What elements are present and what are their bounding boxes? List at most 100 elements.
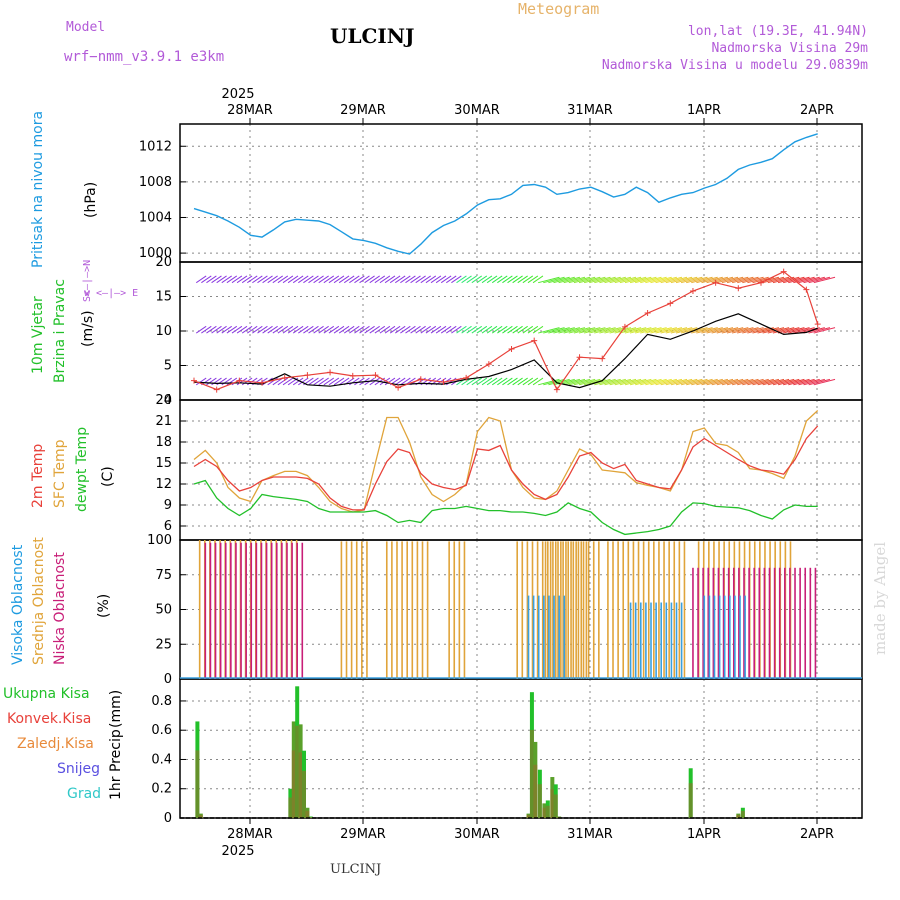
wind-barb (395, 377, 406, 386)
wind-barb (573, 276, 596, 284)
wind-barb (486, 377, 498, 386)
t2m-line (193, 425, 819, 511)
wind-gust-marker (508, 345, 515, 352)
wind-barb (420, 275, 431, 284)
wind-barb (328, 275, 340, 284)
wind-barb (762, 276, 785, 284)
wind-barb (277, 377, 289, 386)
wind-barb (808, 327, 831, 334)
wind-barb (660, 327, 683, 334)
y-tick-label: 5 (164, 359, 172, 374)
y-tick-label: 24 (155, 393, 172, 408)
wind-barb (461, 325, 472, 334)
wind-barb (604, 327, 626, 334)
wind-barb (686, 276, 708, 284)
wind-barb (635, 378, 657, 386)
wind-barb (277, 325, 289, 334)
wind-barb (726, 276, 749, 284)
wind-barb (195, 325, 207, 334)
y-tick-label: 9 (164, 498, 172, 513)
wind-barb (767, 276, 790, 284)
wind-barb (313, 275, 324, 284)
wind-barb (670, 378, 693, 386)
wind-barb (323, 275, 335, 284)
wind-barb (716, 378, 739, 386)
wind-barb (757, 327, 780, 334)
wind-barb (379, 377, 391, 386)
wind-barb (379, 275, 391, 284)
wind-barb (282, 325, 294, 334)
wind-barb (696, 276, 718, 284)
wind-barb (425, 325, 437, 334)
wind-barb (333, 275, 345, 284)
wind-barb (777, 378, 800, 386)
wind-barb (522, 377, 534, 386)
wind-barb (512, 275, 523, 284)
y-tick-label: 0 (164, 672, 172, 687)
wind-barb (338, 325, 350, 334)
panel-frame (179, 678, 863, 819)
wind-barb (298, 325, 309, 334)
wind-barb (481, 275, 493, 284)
wind-barb (384, 377, 396, 386)
wind-barb (782, 378, 805, 386)
wind-barb (359, 275, 370, 284)
wind-barb (308, 325, 319, 334)
wind-barb (721, 327, 744, 334)
wind-barb (435, 325, 447, 334)
precip-bar-conv (736, 814, 741, 818)
wind-barb (354, 275, 365, 284)
wind-barb (471, 325, 483, 334)
wind-barb (491, 377, 503, 386)
wind-barb (216, 325, 227, 334)
wind-barb (451, 325, 462, 334)
wind-barb (328, 377, 340, 386)
wind-barb (262, 275, 273, 284)
wind-barb (782, 327, 805, 334)
wind-barb (793, 378, 815, 386)
wind-barb (731, 276, 754, 284)
wind-barb (599, 276, 621, 284)
wind-barb (731, 327, 754, 334)
chart-type-label: Meteogram (518, 0, 600, 18)
wind-barb (589, 276, 611, 284)
y-tick-label: 12 (155, 477, 172, 492)
model-elevation-label: Nadmorska Visina u modelu 29.0839m (601, 58, 868, 73)
wind-barb (655, 276, 677, 284)
wind-barb (415, 325, 426, 334)
wind-barb (476, 377, 488, 386)
wind-barb (476, 275, 488, 284)
legend-zaledj: Zaledj.Kisa (17, 736, 94, 752)
wind-barb (645, 276, 667, 284)
y-tick-label: 0 (164, 811, 172, 826)
wind-barb (767, 378, 790, 386)
wind-barb (241, 325, 253, 334)
wind-barb (512, 325, 523, 334)
wind-barb (645, 327, 667, 334)
x-day-label-top: 31MAR (567, 103, 613, 118)
wind-barb (691, 276, 713, 284)
wind-barb (323, 377, 335, 386)
legend-snijeg: Snijeg (57, 761, 101, 777)
y-tick-label: 0.8 (151, 694, 172, 709)
wind-barb (318, 325, 329, 334)
lonlat-label: lon,lat (19.3E, 41.94N) (687, 24, 868, 39)
precip-bar-conv (542, 807, 547, 818)
y-tick-label: 18 (155, 435, 172, 450)
x-day-label-bottom: 31MAR (567, 827, 613, 842)
y-tick-label: 0.2 (151, 782, 172, 797)
x-day-label-bottom: 29MAR (340, 827, 386, 842)
wind-barb (308, 275, 319, 284)
wind-barb (772, 327, 795, 334)
wind-barb (568, 378, 591, 386)
wind-barb (466, 275, 477, 284)
wind-gust-marker (236, 377, 243, 384)
wind-barb (333, 325, 345, 334)
wind-barb (405, 275, 416, 284)
wind-barb (548, 327, 570, 334)
wind-barb (389, 325, 401, 334)
wind-barb (706, 378, 729, 386)
wind-barb (282, 275, 294, 284)
wind-barb (680, 378, 703, 386)
wind-barb (793, 327, 815, 334)
